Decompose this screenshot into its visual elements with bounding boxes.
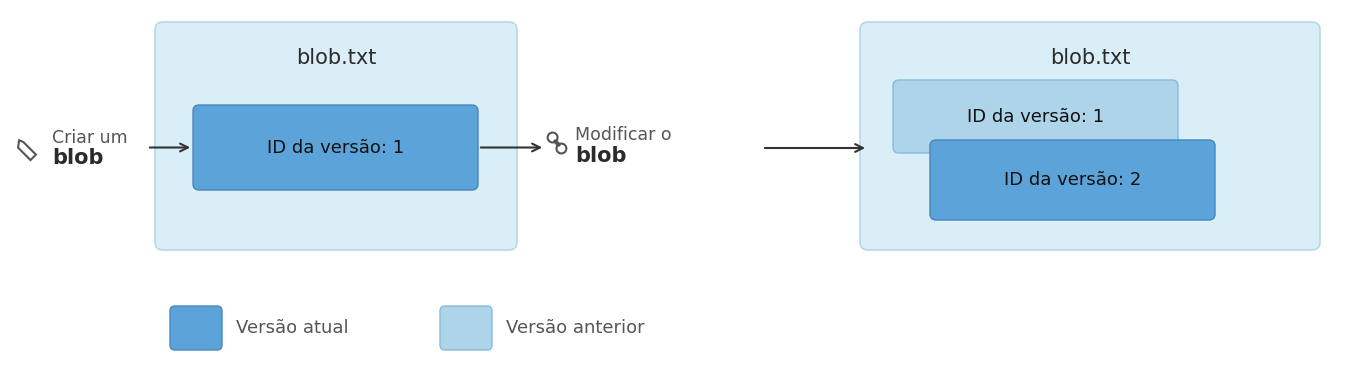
FancyBboxPatch shape: [440, 306, 491, 350]
Text: blob.txt: blob.txt: [296, 48, 377, 68]
Text: ID da versão: 2: ID da versão: 2: [1004, 171, 1141, 189]
FancyBboxPatch shape: [155, 22, 517, 250]
Text: ID da versão: 1: ID da versão: 1: [967, 107, 1104, 125]
FancyBboxPatch shape: [892, 80, 1179, 153]
Text: Modificar o: Modificar o: [575, 126, 672, 144]
Text: blob: blob: [53, 148, 104, 168]
Text: Versão atual: Versão atual: [236, 319, 348, 337]
FancyBboxPatch shape: [170, 306, 221, 350]
Text: Criar um: Criar um: [53, 129, 128, 147]
FancyBboxPatch shape: [860, 22, 1320, 250]
FancyBboxPatch shape: [930, 140, 1215, 220]
Text: ID da versão: 1: ID da versão: 1: [267, 138, 404, 156]
FancyBboxPatch shape: [193, 105, 478, 190]
Text: Versão anterior: Versão anterior: [506, 319, 645, 337]
Text: blob: blob: [575, 146, 626, 166]
Text: blob.txt: blob.txt: [1050, 48, 1130, 68]
